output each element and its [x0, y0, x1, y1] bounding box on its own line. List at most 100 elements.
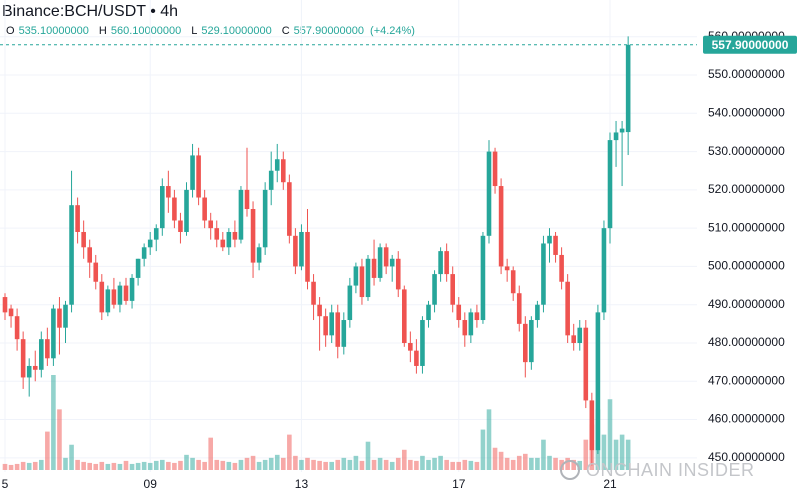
- candle-body: [577, 327, 583, 343]
- candle-body: [480, 235, 486, 321]
- watermark: ONCHAIN INSIDER: [586, 460, 755, 480]
- candle-body: [274, 159, 280, 171]
- volume-bar: [274, 454, 280, 470]
- candle-body: [504, 266, 510, 271]
- volume-bar: [468, 460, 474, 470]
- candle-body: [123, 285, 129, 301]
- volume-bar: [135, 462, 141, 470]
- volume-bar: [474, 461, 480, 470]
- candle-body: [432, 274, 437, 305]
- volume-bar: [147, 462, 153, 470]
- volume-bar: [2, 463, 8, 470]
- volume-bar: [153, 460, 159, 470]
- volume-bar: [498, 451, 504, 470]
- candle-body: [281, 159, 286, 183]
- volume-bar: [462, 459, 468, 470]
- volume-bar: [299, 459, 304, 470]
- volume-bar: [426, 459, 431, 470]
- volume-bar: [359, 460, 365, 470]
- volume-bar: [262, 459, 268, 470]
- candle-body: [184, 189, 189, 232]
- volume-bar: [565, 457, 570, 470]
- volume-bar: [317, 460, 322, 470]
- candle-body: [383, 247, 389, 267]
- candle-body: [20, 339, 26, 378]
- y-tick-label: 500.00000000: [708, 259, 785, 273]
- volume-bar: [39, 459, 44, 470]
- volume-bar: [93, 463, 99, 470]
- candle-body: [208, 220, 213, 229]
- candle-body: [462, 320, 468, 336]
- candle-body: [389, 258, 395, 267]
- volume-bar: [353, 455, 359, 470]
- volume-bar: [613, 439, 619, 470]
- volume-bar: [208, 437, 213, 470]
- candle-body: [305, 231, 310, 282]
- candle-body: [2, 297, 8, 313]
- volume-bar: [20, 461, 26, 470]
- candle-body: [287, 182, 292, 236]
- volume-bar: [184, 454, 189, 470]
- volume-bar: [383, 459, 389, 470]
- chart-title: Binance:BCH/USDT • 4h: [2, 3, 178, 20]
- candle-body: [353, 266, 359, 286]
- volume-bar: [450, 461, 455, 470]
- volume-bar: [504, 457, 510, 470]
- volume-bar: [408, 459, 413, 470]
- volume-bar: [166, 461, 171, 470]
- candle-body: [63, 304, 68, 328]
- y-tick-label: 490.00000000: [708, 297, 785, 311]
- candle-body: [153, 228, 159, 240]
- candle-body: [57, 308, 62, 328]
- volume-bar: [8, 464, 14, 470]
- volume-bar: [32, 461, 38, 470]
- candle-body: [45, 339, 50, 359]
- ohlc-key: H: [99, 25, 107, 37]
- candle-body: [232, 231, 238, 240]
- candle-body: [438, 251, 443, 275]
- ohlc-key: C: [282, 25, 290, 37]
- x-tick-label: 5: [2, 477, 9, 491]
- volume-bar: [232, 462, 238, 470]
- candle-body: [486, 151, 492, 236]
- candle-body: [329, 312, 334, 336]
- ohlc-value: 560.10000000: [111, 25, 181, 37]
- volume-bar: [196, 459, 201, 470]
- volume-bar: [111, 462, 117, 470]
- volume-bar: [226, 461, 232, 470]
- candle-body: [93, 262, 99, 282]
- candle-body: [39, 339, 44, 370]
- y-tick-label: 520.00000000: [708, 182, 785, 196]
- volume-bar: [172, 462, 177, 470]
- candle-body: [559, 254, 564, 282]
- candle-body: [347, 285, 353, 321]
- ohlc-value: 557.90000000: [294, 25, 364, 37]
- candle-body: [516, 293, 522, 324]
- volume-bar: [57, 409, 62, 470]
- candle-body: [450, 274, 455, 305]
- candle-body: [99, 281, 105, 313]
- volume-bar: [45, 431, 50, 470]
- volume-bar: [250, 455, 256, 470]
- candle-body: [595, 312, 601, 451]
- candle-body: [377, 247, 383, 278]
- candle-body: [371, 258, 377, 278]
- candle-body: [510, 270, 516, 294]
- change-label: (+4.24%): [370, 25, 415, 37]
- candle-body: [178, 220, 183, 232]
- volume-bar: [281, 457, 286, 470]
- candle-body: [456, 304, 462, 321]
- volume-bar: [238, 459, 244, 470]
- candle-body: [365, 258, 371, 298]
- volume-bar: [329, 461, 334, 470]
- candle-body: [69, 205, 74, 305]
- volume-bar: [214, 459, 220, 470]
- candle-body: [226, 231, 232, 248]
- candle-body: [256, 247, 262, 263]
- candle-body: [613, 132, 619, 141]
- candle-body: [268, 170, 274, 190]
- volume-bar: [510, 459, 516, 470]
- candle-body: [529, 320, 534, 363]
- candle-body: [395, 258, 401, 290]
